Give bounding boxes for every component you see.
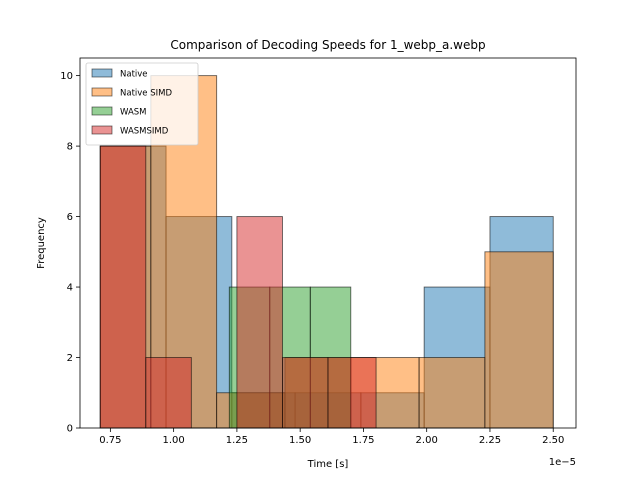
x-axis: 0.75 1.00 1.25 1.50 1.75 2.00 2.25 2.50	[99, 428, 564, 446]
x-tick-label: 1.00	[162, 435, 184, 446]
bar-wasmsimd-5	[327, 357, 377, 429]
bar-wasmsimd-3	[236, 216, 283, 429]
bars-layer	[99, 75, 554, 429]
y-tick-label: 4	[67, 283, 73, 294]
legend-swatch	[91, 106, 113, 116]
x-tick-label: 2.50	[542, 435, 564, 446]
x-tick-label: 2.25	[479, 435, 501, 446]
bar-wasmsimd-1	[145, 357, 192, 429]
legend-entry: Native SIMD	[120, 89, 172, 99]
legend-entry: WASMSIMD	[120, 127, 169, 137]
y-axis: 0 2 4 6 8 10	[60, 71, 80, 435]
chart-title: Comparison of Decoding Speeds for 1_webp…	[170, 38, 485, 52]
x-tick-label: 0.75	[99, 435, 121, 446]
bar-wasmsimd-0	[99, 145, 147, 429]
y-tick-label: 2	[67, 353, 73, 364]
bar-native-simd-6	[484, 251, 554, 429]
legend-entry: WASM	[120, 108, 146, 118]
y-axis-label: Frequency	[36, 217, 47, 269]
x-tick-label: 1.50	[289, 435, 311, 446]
y-tick-label: 8	[67, 142, 73, 153]
x-tick-label: 1.25	[226, 435, 248, 446]
y-tick-label: 10	[60, 71, 73, 82]
legend-swatch	[91, 87, 113, 97]
bar-native-simd-5	[418, 357, 486, 429]
legend-entry: Native	[120, 70, 148, 80]
legend-swatch	[91, 125, 113, 135]
x-axis-label: Time [s]	[307, 459, 349, 470]
legend: Native Native SIMD WASM WASMSIMD	[85, 62, 199, 146]
x-offset-label: 1e−5	[549, 457, 576, 468]
legend-frame	[85, 62, 199, 146]
y-tick-label: 6	[67, 212, 73, 223]
bar-wasmsimd-4	[281, 357, 329, 429]
y-tick-label: 0	[67, 424, 73, 435]
x-tick-label: 2.00	[416, 435, 438, 446]
legend-swatch	[91, 68, 113, 78]
x-tick-label: 1.75	[352, 435, 374, 446]
plot-frame	[79, 57, 577, 429]
